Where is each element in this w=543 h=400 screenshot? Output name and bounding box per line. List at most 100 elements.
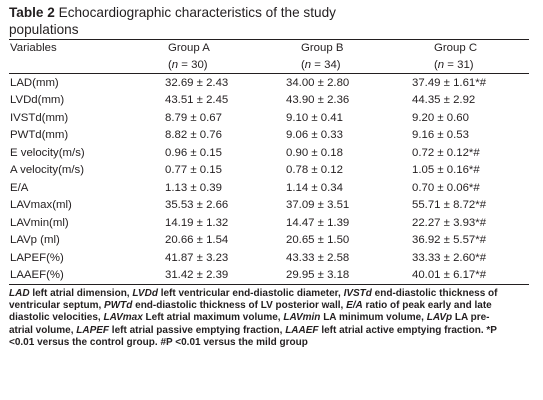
cell-group-b: 34.00 ± 2.80 xyxy=(280,74,406,92)
fn-pwtd-abbr: PWTd xyxy=(104,300,133,312)
cell-group-b-text: 43.90 ± 2.36 xyxy=(286,94,350,107)
row-label-text: LAVmax(ml) xyxy=(10,199,72,212)
fn-lvdd-abbr: LVDd xyxy=(132,288,158,299)
row-label-text: E velocity(m/s) xyxy=(10,146,85,159)
header-empty xyxy=(9,56,156,73)
table-row: PWTd(mm) 8.82 ± 0.76 9.06 ± 0.33 9.16 ± 0.5… xyxy=(9,127,530,145)
top-rule xyxy=(9,39,529,40)
cell-group-c-text: 37.49 ± 1.61*# xyxy=(412,76,487,89)
header-n-row: (n = 30) (n = 34) (n = 31) xyxy=(9,56,543,73)
cell-group-c-text: 0.72 ± 0.12*# xyxy=(412,146,480,159)
cell-group-a-text: 35.53 ± 2.66 xyxy=(165,199,229,212)
cell-group-b-text: 1.14 ± 0.34 xyxy=(286,181,343,194)
cell-group-b: 0.78 ± 0.12 xyxy=(280,162,406,180)
fn-laaef-def: left atrial active emptying fraction. xyxy=(318,324,487,336)
cell-group-b: 43.33 ± 2.58 xyxy=(280,249,406,267)
cell-group-c: 1.05 ± 0.16*# xyxy=(406,162,530,180)
row-label-text: LAVp (ml) xyxy=(10,234,60,247)
cell-group-a-text: 1.13 ± 0.39 xyxy=(165,181,222,194)
cell-group-c: 36.92 ± 5.57*# xyxy=(406,232,530,250)
cell-group-c-text: 22.27 ± 3.93*# xyxy=(412,216,487,229)
cell-group-b-text: 34.00 ± 2.80 xyxy=(286,76,350,89)
row-label: E velocity(m/s) xyxy=(9,144,156,162)
header-n-a: (n = 30) xyxy=(168,58,208,71)
cell-group-a: 20.66 ± 1.54 xyxy=(156,232,280,250)
cell-group-a-text: 20.66 ± 1.54 xyxy=(165,234,229,247)
cell-group-c: 0.70 ± 0.06*# xyxy=(406,179,530,197)
table-row: E/A 1.13 ± 0.39 1.14 ± 0.34 0.70 ± 0.06*# xyxy=(9,179,530,197)
cell-group-a-text: 41.87 ± 3.23 xyxy=(165,251,229,264)
table-row: LAVp (ml) 20.66 ± 1.54 20.65 ± 1.50 36.92 ±… xyxy=(9,232,530,250)
table-row: LAVmin(ml) 14.19 ± 1.32 14.47 ± 1.39 22.27 … xyxy=(9,214,530,232)
fn-lapef-abbr: LAPEF xyxy=(76,324,110,336)
cell-group-a: 1.13 ± 0.39 xyxy=(156,179,280,197)
bottom-rule xyxy=(9,284,529,285)
cell-group-c: 37.49 ± 1.61*# xyxy=(406,74,530,92)
cell-group-c: 9.20 ± 0.60 xyxy=(406,109,530,127)
row-label: LAVmin(ml) xyxy=(9,214,156,232)
cell-group-c-text: 0.70 ± 0.06*# xyxy=(412,181,480,194)
cell-group-a: 31.42 ± 2.39 xyxy=(156,267,280,285)
row-label: IVSTd(mm) xyxy=(9,109,156,127)
fn-lavp-def: LA pre-atrial volume, xyxy=(9,312,490,336)
header-rule xyxy=(9,73,529,74)
row-label: LAPEF(%) xyxy=(9,249,156,267)
fn-lad-def: left atrial dimension, xyxy=(29,288,133,299)
cell-group-a-text: 31.42 ± 2.39 xyxy=(165,269,229,282)
table-figure: Table 2 Echocardiographic characteristic… xyxy=(9,4,529,349)
cell-group-a-text: 0.77 ± 0.15 xyxy=(165,164,222,177)
table-footnote: LAD left atrial dimension, LVDd left ven… xyxy=(9,288,509,349)
fn-ivstd-def: end-diastolic thickness of ventricular s… xyxy=(9,288,498,312)
cell-group-a: 41.87 ± 3.23 xyxy=(156,249,280,267)
fn-lapef-def: left atrial passive emptying fraction, xyxy=(109,324,286,336)
fn-lavmin-abbr: LAVmin xyxy=(283,312,321,324)
row-label: LAVp (ml) xyxy=(9,232,156,250)
fn-lad-abbr: LAD xyxy=(9,288,30,299)
n-a-value: 30 xyxy=(191,58,204,71)
fn-ea-abbr: E/A xyxy=(346,300,363,312)
cell-group-b: 1.14 ± 0.34 xyxy=(280,179,406,197)
table-body: LAD(mm) 32.69 ± 2.43 34.00 ± 2.80 37.49 ± 1… xyxy=(9,74,530,284)
cell-group-c-text: 9.20 ± 0.60 xyxy=(412,111,469,124)
row-label-text: LAD(mm) xyxy=(10,76,59,89)
cell-group-b-text: 14.47 ± 1.39 xyxy=(286,216,350,229)
row-label: PWTd(mm) xyxy=(9,127,156,145)
fn-ea-def: ratio of peak early and late diastolic v… xyxy=(9,300,492,324)
fn-lavmax-abbr: LAVmax xyxy=(103,312,143,324)
cell-group-b-text: 29.95 ± 3.18 xyxy=(286,269,350,282)
cell-group-c: 40.01 ± 6.17*# xyxy=(406,267,530,285)
cell-group-b: 29.95 ± 3.18 xyxy=(280,267,406,285)
header-n-b: (n = 34) xyxy=(301,58,341,71)
cell-group-b: 43.90 ± 2.36 xyxy=(280,92,406,110)
cell-group-a: 8.82 ± 0.76 xyxy=(156,127,280,145)
row-label-text: E/A xyxy=(10,181,29,194)
cell-group-c: 33.33 ± 2.60*# xyxy=(406,249,530,267)
row-label: LAAEF(%) xyxy=(9,267,156,285)
table-row: LAVmax(ml) 35.53 ± 2.66 37.09 ± 3.51 55.71 … xyxy=(9,197,530,215)
fn-lvdd-def: left ventricular end-diastolic diameter, xyxy=(157,288,344,299)
fn-p1: *P <0.01 versus the control group. xyxy=(9,324,497,348)
n-c-value: 31 xyxy=(457,58,470,71)
table-label: Table 2 xyxy=(9,5,55,20)
table-row: A velocity(m/s) 0.77 ± 0.15 0.78 ± 0.12 1.0… xyxy=(9,162,530,180)
table-title-line1: Echocardiographic characteristics of the… xyxy=(58,5,336,20)
table-caption: Table 2 Echocardiographic characteristic… xyxy=(9,4,529,38)
cell-group-b: 0.90 ± 0.18 xyxy=(280,144,406,162)
cell-group-c: 0.72 ± 0.12*# xyxy=(406,144,530,162)
cell-group-a-text: 32.69 ± 2.43 xyxy=(165,76,229,89)
cell-group-c: 22.27 ± 3.93*# xyxy=(406,214,530,232)
row-label-text: LAVmin(ml) xyxy=(10,216,69,229)
cell-group-c: 9.16 ± 0.53 xyxy=(406,127,530,145)
header-group-b: Group B xyxy=(301,42,344,54)
cell-group-c-text: 1.05 ± 0.16*# xyxy=(412,164,480,177)
cell-group-c-text: 36.92 ± 5.57*# xyxy=(412,234,487,247)
data-table: Variables Group A Group B Group C (n = 3… xyxy=(9,40,543,73)
row-label: LAD(mm) xyxy=(9,74,156,92)
cell-group-b: 9.06 ± 0.33 xyxy=(280,127,406,145)
header-n-c: (n = 31) xyxy=(434,58,474,71)
cell-group-a: 35.53 ± 2.66 xyxy=(156,197,280,215)
table-row: LAD(mm) 32.69 ± 2.43 34.00 ± 2.80 37.49 ± 1… xyxy=(9,74,530,92)
table-row: LAAEF(%) 31.42 ± 2.39 29.95 ± 3.18 40.01 ± … xyxy=(9,267,530,285)
cell-group-a: 8.79 ± 0.67 xyxy=(156,109,280,127)
table-title-line2: populations xyxy=(9,22,79,37)
